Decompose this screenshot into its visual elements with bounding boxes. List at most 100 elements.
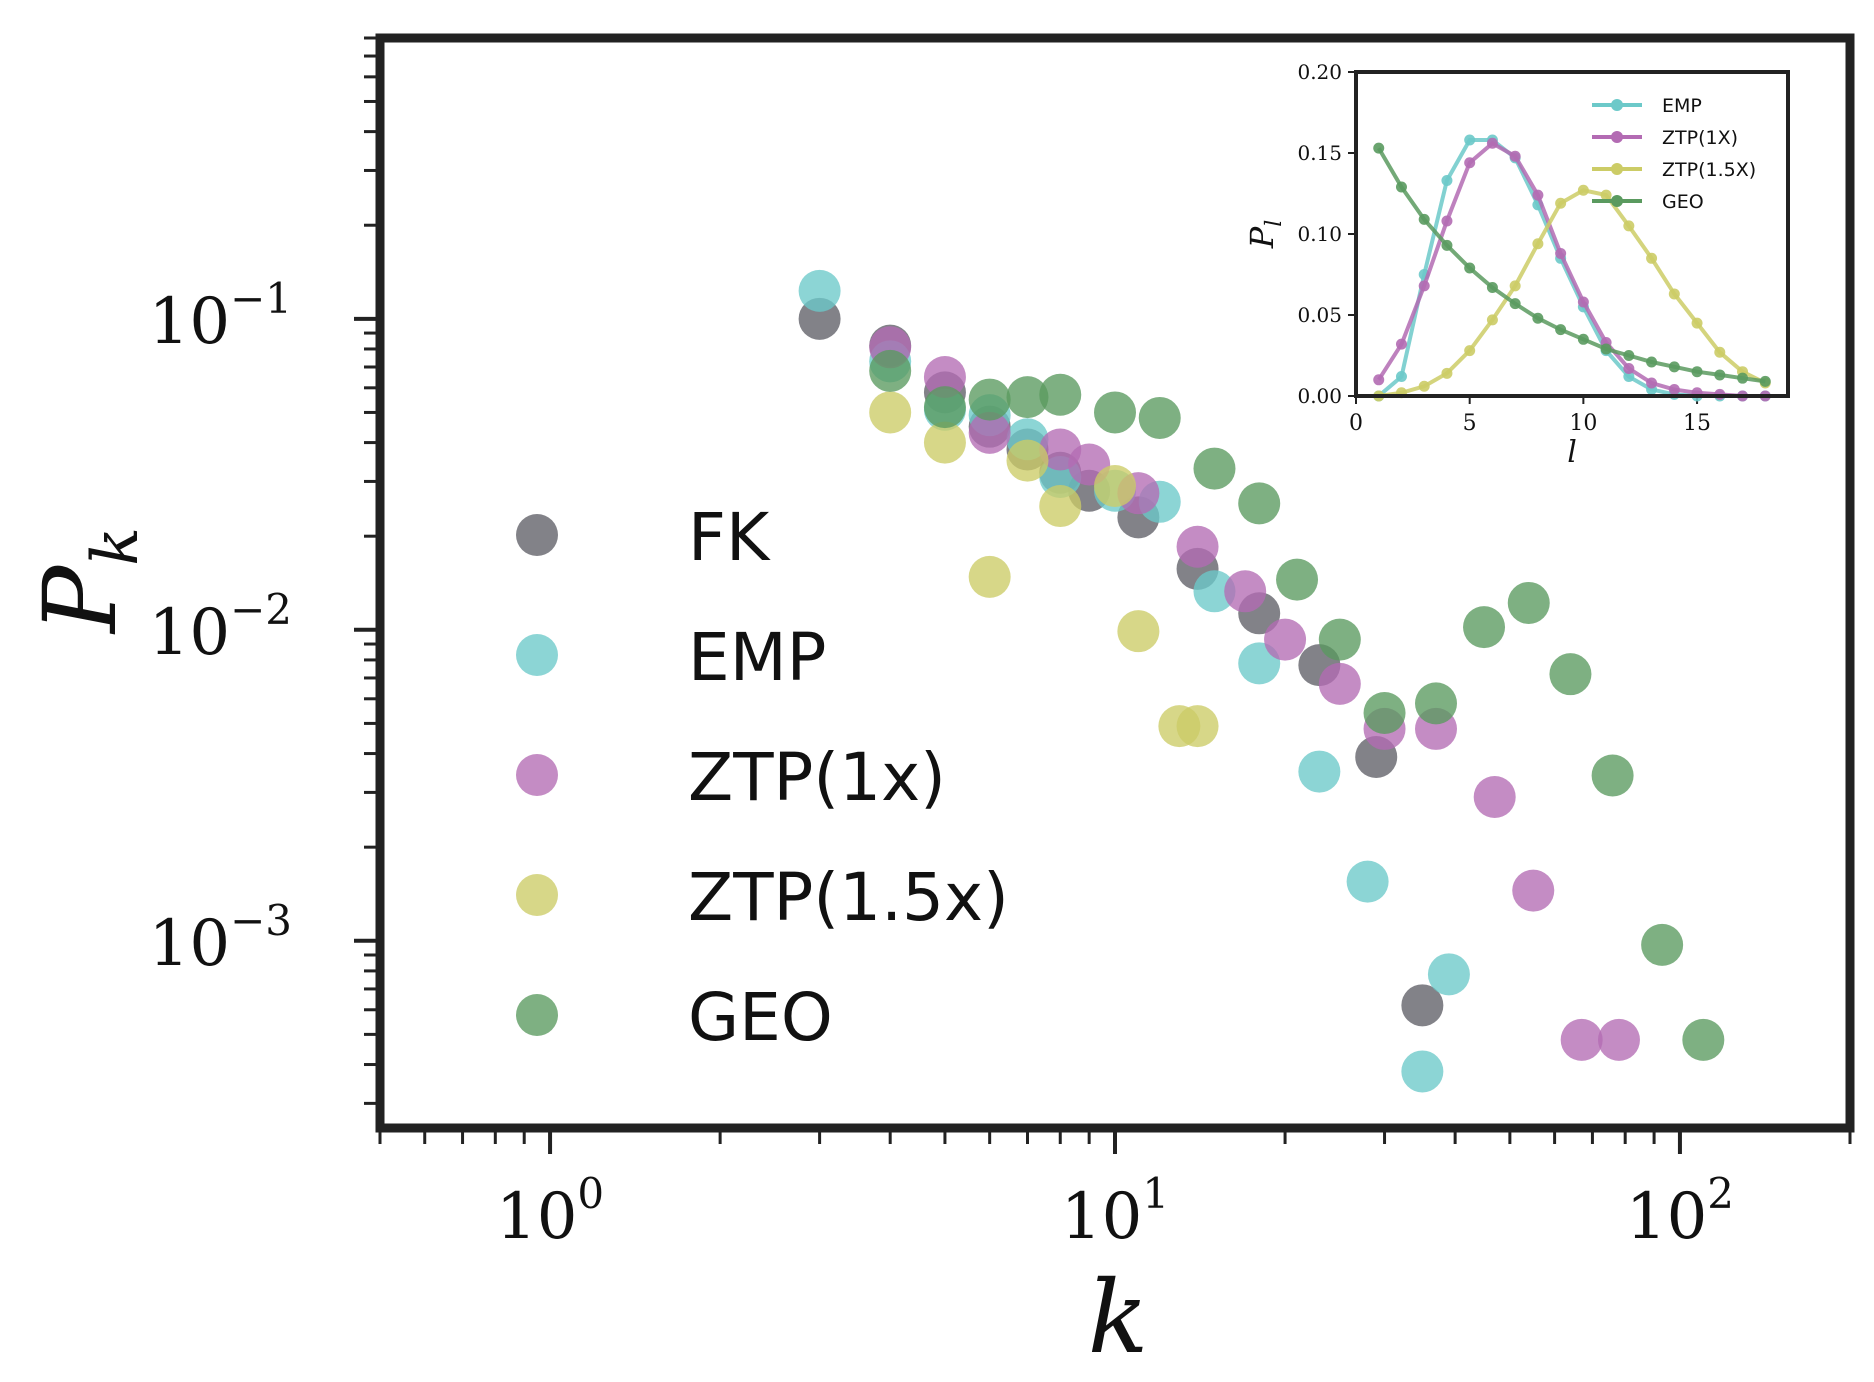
inset-data-point xyxy=(1668,384,1680,396)
inset-y-tick-label: 0.00 xyxy=(1297,384,1342,408)
data-point xyxy=(1298,750,1341,793)
inset-series-lines xyxy=(1373,134,1771,402)
data-point xyxy=(869,391,912,434)
series-ztp-1x- xyxy=(869,326,1640,1061)
inset-data-point xyxy=(1577,333,1589,345)
inset-data-point xyxy=(1600,343,1612,355)
inset-data-point xyxy=(1441,239,1453,251)
inset-data-point xyxy=(1418,380,1430,392)
inset-data-point xyxy=(1555,197,1567,209)
inset-data-point xyxy=(1395,371,1407,383)
inset-data-point xyxy=(1464,345,1476,357)
legend-label: FK xyxy=(688,499,771,576)
data-point xyxy=(1117,610,1160,653)
data-point xyxy=(1560,1018,1603,1061)
data-point xyxy=(869,349,912,392)
inset-data-point xyxy=(1600,189,1612,201)
inset-data-point xyxy=(1486,137,1498,149)
inset-series-geo xyxy=(1373,142,1771,387)
inset-y-tick-label: 0.10 xyxy=(1297,222,1342,246)
inset-plot-background xyxy=(1356,72,1788,396)
data-point xyxy=(1597,1018,1640,1061)
legend-marker xyxy=(516,994,558,1036)
inset-data-point xyxy=(1668,361,1680,373)
data-point xyxy=(798,269,841,312)
svg-text:Pk: Pk xyxy=(22,527,153,635)
data-point xyxy=(1176,525,1219,568)
main-legend: FK EMP ZTP(1x) ZTP(1.5x) GEO xyxy=(516,499,1009,1056)
legend-marker xyxy=(516,754,558,796)
inset-legend-marker xyxy=(1611,131,1623,143)
data-point xyxy=(1276,558,1319,601)
data-point xyxy=(968,411,1011,454)
data-point xyxy=(923,356,966,399)
legend-marker xyxy=(516,874,558,916)
main-data-points xyxy=(798,269,1725,1093)
inset-data-point xyxy=(1623,362,1635,374)
inset-legend-marker xyxy=(1611,195,1623,207)
series-geo xyxy=(869,349,1725,1061)
inset-data-point xyxy=(1646,356,1658,368)
data-point xyxy=(1401,1050,1444,1093)
data-point xyxy=(1549,653,1592,696)
x-tick-label: 100 xyxy=(496,1169,604,1254)
x-tick-label: 101 xyxy=(1061,1169,1169,1254)
inset-legend-label: ZTP(1.5X) xyxy=(1662,159,1756,181)
legend-marker xyxy=(516,634,558,676)
inset-legend-marker xyxy=(1611,163,1623,175)
inset-y-tick-label: 0.15 xyxy=(1297,141,1342,165)
inset-y-axis-label-main: P xyxy=(1243,226,1281,249)
legend-marker xyxy=(516,514,558,556)
data-point xyxy=(1238,482,1281,525)
inset-data-point xyxy=(1441,367,1453,379)
inset-data-point xyxy=(1441,215,1453,227)
legend-label: ZTP(1x) xyxy=(688,739,946,816)
inset-y-axis-label-sub: l xyxy=(1262,220,1287,227)
legend-label: GEO xyxy=(688,979,833,1056)
inset-data-point xyxy=(1623,350,1635,361)
data-point xyxy=(1463,606,1506,649)
inset-x-tick-label: 5 xyxy=(1463,411,1477,436)
x-tick-label: 102 xyxy=(1626,1169,1734,1254)
data-point xyxy=(1363,692,1406,735)
series-ztp-1-5x- xyxy=(869,391,1219,748)
inset-data-point xyxy=(1418,213,1430,225)
data-point xyxy=(1224,570,1267,613)
main-y-ticks: 10−1 10−2 10−3 xyxy=(149,36,376,1105)
inset-x-tick-label: 10 xyxy=(1569,411,1597,436)
inset-data-point xyxy=(1395,338,1407,350)
data-point xyxy=(923,386,966,429)
inset-data-point xyxy=(1395,181,1407,193)
data-point xyxy=(1039,485,1082,528)
inset-ticks: 0 5 10 15 0.00 0.05 0.10 0.15 0.20 xyxy=(1297,60,1711,436)
inset-data-point xyxy=(1464,134,1476,146)
inset-data-point xyxy=(1418,280,1430,292)
legend-label: ZTP(1.5x) xyxy=(688,859,1009,936)
inset-plot-frame xyxy=(1354,70,1790,398)
inset-data-point xyxy=(1691,366,1703,378)
data-point xyxy=(1094,391,1136,434)
data-point xyxy=(1264,618,1307,661)
legend-label: EMP xyxy=(688,619,826,696)
data-point xyxy=(1176,705,1219,748)
main-y-axis-label-main: P xyxy=(22,564,139,635)
data-point xyxy=(1193,570,1236,613)
main-y-axis-label-sub: k xyxy=(79,527,153,566)
y-tick-label: 10−1 xyxy=(149,274,292,359)
data-point xyxy=(1318,662,1361,705)
data-point xyxy=(1512,869,1555,912)
inset-legend-marker xyxy=(1611,99,1623,111)
inset-data-point xyxy=(1714,369,1726,381)
inset-y-tick-label: 0.20 xyxy=(1297,60,1342,84)
inset-x-tick-label: 0 xyxy=(1349,411,1363,436)
data-point xyxy=(1427,953,1470,996)
inset-data-point xyxy=(1373,374,1385,386)
inset-y-tick-label: 0.05 xyxy=(1297,303,1342,327)
main-plot-frame xyxy=(375,33,1855,1133)
data-point xyxy=(1473,775,1516,818)
inset-data-point xyxy=(1623,371,1635,383)
data-point xyxy=(1318,618,1361,661)
inset-data-point xyxy=(1373,142,1385,154)
inset-data-point xyxy=(1464,157,1476,169)
